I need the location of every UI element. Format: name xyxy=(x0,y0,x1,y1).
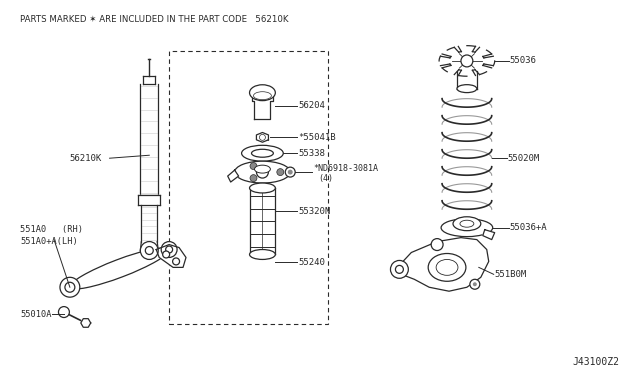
Text: PARTS MARKED ✶ ARE INCLUDED IN THE PART CODE   56210K: PARTS MARKED ✶ ARE INCLUDED IN THE PART … xyxy=(20,15,289,24)
Polygon shape xyxy=(250,188,275,254)
Text: 56210K: 56210K xyxy=(70,154,102,163)
Circle shape xyxy=(250,163,257,170)
Circle shape xyxy=(173,258,180,265)
Polygon shape xyxy=(449,51,484,71)
Text: 55240: 55240 xyxy=(298,258,325,267)
Polygon shape xyxy=(257,132,268,142)
Text: 55036: 55036 xyxy=(509,57,536,65)
Ellipse shape xyxy=(250,250,275,259)
Ellipse shape xyxy=(453,217,481,231)
Circle shape xyxy=(163,251,170,258)
Polygon shape xyxy=(483,230,495,240)
Circle shape xyxy=(288,170,292,174)
Circle shape xyxy=(285,167,295,177)
Text: 55036+A: 55036+A xyxy=(509,223,547,232)
Ellipse shape xyxy=(428,253,466,281)
Circle shape xyxy=(60,277,80,297)
Circle shape xyxy=(470,279,480,289)
Polygon shape xyxy=(252,93,273,119)
Circle shape xyxy=(473,282,477,286)
Ellipse shape xyxy=(241,145,284,161)
Text: 55320N: 55320N xyxy=(298,207,330,216)
Text: *ND6918-3081A: *ND6918-3081A xyxy=(313,164,378,173)
Circle shape xyxy=(58,307,69,318)
Text: 55020M: 55020M xyxy=(508,154,540,163)
Circle shape xyxy=(257,166,268,178)
Ellipse shape xyxy=(457,85,477,93)
Polygon shape xyxy=(457,71,477,89)
Polygon shape xyxy=(138,195,160,205)
Ellipse shape xyxy=(235,161,290,183)
Polygon shape xyxy=(81,319,91,327)
Bar xyxy=(169,51,328,324)
Text: 551B0M: 551B0M xyxy=(495,270,527,279)
Circle shape xyxy=(277,169,284,176)
Text: 55338: 55338 xyxy=(298,149,325,158)
Text: J43100Z2: J43100Z2 xyxy=(573,357,620,367)
Text: *55041B: *55041B xyxy=(298,133,336,142)
Polygon shape xyxy=(396,238,489,291)
Circle shape xyxy=(431,238,443,250)
Text: 56204: 56204 xyxy=(298,101,325,110)
Polygon shape xyxy=(156,244,186,267)
Circle shape xyxy=(140,241,158,259)
Circle shape xyxy=(161,241,177,257)
Circle shape xyxy=(390,260,408,278)
Ellipse shape xyxy=(250,183,275,193)
Circle shape xyxy=(250,174,257,182)
Text: 55010A: 55010A xyxy=(20,310,52,318)
Ellipse shape xyxy=(441,219,493,237)
Polygon shape xyxy=(228,170,239,182)
Text: (4): (4) xyxy=(318,174,333,183)
Polygon shape xyxy=(140,84,158,195)
Text: 551A0+A(LH): 551A0+A(LH) xyxy=(20,237,78,246)
Circle shape xyxy=(461,55,473,67)
Ellipse shape xyxy=(250,85,275,101)
Polygon shape xyxy=(141,205,157,241)
Ellipse shape xyxy=(70,248,169,289)
Text: 551A0   (RH): 551A0 (RH) xyxy=(20,225,83,234)
Ellipse shape xyxy=(255,165,270,173)
